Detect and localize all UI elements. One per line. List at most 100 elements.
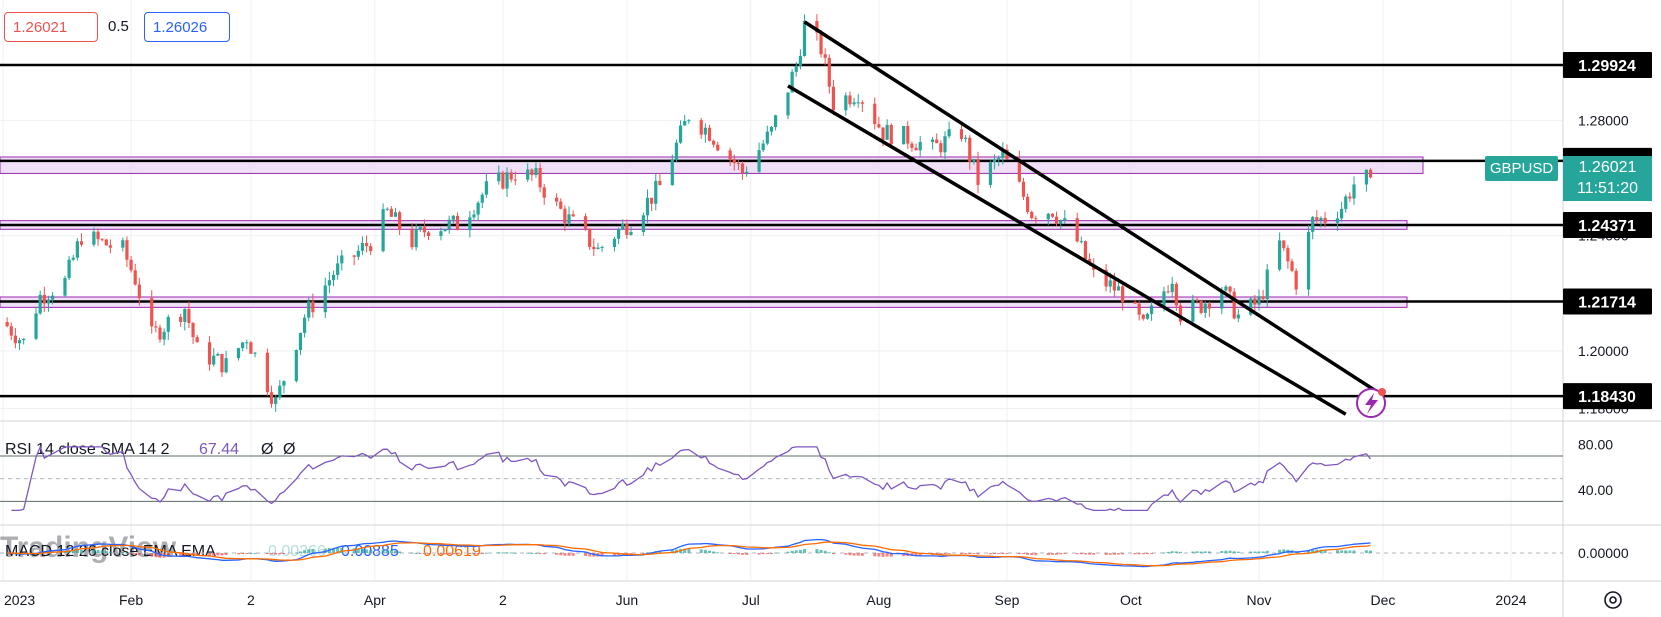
macd-histogram-bar bbox=[625, 553, 629, 555]
macd-histogram-bar bbox=[823, 550, 827, 553]
candle-body bbox=[972, 158, 976, 162]
macd-signal-line bbox=[7, 541, 1371, 567]
candle-body bbox=[249, 342, 253, 354]
macd-histogram-bar bbox=[121, 552, 125, 554]
candle-body bbox=[844, 95, 848, 111]
candle-body bbox=[414, 228, 418, 248]
sell-price-box[interactable]: 1.26021 bbox=[4, 12, 98, 42]
candle-body bbox=[38, 294, 42, 314]
macd-histogram-bar bbox=[856, 553, 860, 556]
settings-gear-icon[interactable] bbox=[1604, 591, 1622, 609]
price-axis[interactable]: 1.280001.240001.200001.180001.299241.265… bbox=[1563, 51, 1652, 561]
candle-body bbox=[703, 127, 707, 135]
candle-body bbox=[827, 57, 831, 87]
price-candles bbox=[5, 14, 1373, 412]
candle-body bbox=[794, 65, 798, 72]
candle-body bbox=[1166, 291, 1170, 293]
macd-histogram-bar bbox=[323, 548, 327, 553]
candle-body bbox=[699, 120, 703, 135]
macd-histogram-bar bbox=[1059, 553, 1063, 555]
macd-histogram-bar bbox=[484, 552, 488, 554]
macd-histogram-bar bbox=[964, 553, 968, 554]
candle-body bbox=[1306, 231, 1311, 290]
candle-body bbox=[241, 342, 245, 349]
candle-body bbox=[588, 228, 592, 247]
candle-body bbox=[992, 159, 997, 163]
channel-trendline[interactable] bbox=[787, 84, 1347, 416]
buy-price-box[interactable]: 1.26026 bbox=[144, 12, 230, 42]
time-tick-label: Aug bbox=[866, 592, 891, 608]
macd-histogram-bar bbox=[765, 553, 769, 554]
candle-body bbox=[497, 172, 501, 182]
macd-histogram-bar bbox=[472, 553, 476, 554]
candle-body bbox=[1311, 217, 1315, 232]
candle-body bbox=[1265, 269, 1269, 300]
candle-body bbox=[654, 180, 658, 204]
macd-histogram-bar bbox=[133, 553, 137, 555]
candle-body bbox=[534, 168, 538, 176]
candle-body bbox=[802, 21, 807, 56]
candle-body bbox=[92, 231, 96, 245]
candle-body bbox=[34, 313, 38, 339]
macd-histogram-bar bbox=[150, 553, 154, 557]
candle-body bbox=[207, 342, 212, 365]
candle-body bbox=[108, 245, 113, 248]
candle-body bbox=[468, 217, 472, 231]
candle-body bbox=[356, 250, 360, 257]
candle-body bbox=[71, 257, 75, 260]
candle-body bbox=[1026, 196, 1030, 212]
candle-body bbox=[1174, 283, 1178, 306]
candle-body bbox=[278, 385, 282, 398]
macd-histogram-bar bbox=[761, 553, 765, 555]
macd-histogram-bar bbox=[480, 553, 484, 554]
macd-histogram-bar bbox=[1030, 553, 1034, 556]
candle-body bbox=[191, 323, 195, 338]
macd-histogram-bar bbox=[741, 553, 745, 555]
macd-histogram-bar bbox=[224, 553, 228, 555]
time-axis[interactable]: 2023 Feb 2 Apr 2 Jun Jul Aug Sep Oct Nov Dec 2024 bbox=[4, 592, 1527, 608]
macd-histogram-bar bbox=[563, 553, 567, 556]
candle-body bbox=[1195, 299, 1199, 301]
level-price-label: 1.29924 bbox=[1578, 58, 1636, 75]
candle-body bbox=[935, 139, 939, 144]
macd-histogram-bar bbox=[71, 550, 75, 553]
macd-histogram-bar bbox=[1079, 553, 1083, 555]
macd-histogram-bar bbox=[1083, 553, 1087, 555]
macd-histogram-bar bbox=[683, 548, 687, 553]
macd-histogram-bar bbox=[369, 550, 373, 553]
candle-body bbox=[621, 223, 625, 230]
macd-histogram-bar bbox=[1352, 550, 1356, 553]
price-tick-label: 1.28000 bbox=[1578, 112, 1629, 128]
candle-body bbox=[1145, 313, 1150, 319]
channel-trendline[interactable] bbox=[803, 20, 1384, 397]
macd-histogram-bar bbox=[75, 549, 79, 553]
candle-body bbox=[451, 215, 455, 220]
descending-channel[interactable] bbox=[787, 20, 1384, 416]
candle-body bbox=[1116, 286, 1121, 291]
macd-histogram-bar bbox=[1121, 553, 1125, 555]
macd-histogram-bar bbox=[559, 553, 563, 556]
macd-histogram-bar bbox=[1088, 553, 1092, 555]
macd-histogram-bar bbox=[852, 553, 856, 556]
level-price-tag bbox=[1563, 383, 1652, 410]
macd-histogram-bar bbox=[389, 550, 393, 553]
macd-histogram-bar bbox=[294, 552, 298, 554]
macd-histogram-bar bbox=[265, 553, 269, 554]
macd-histogram-bar bbox=[245, 553, 249, 554]
macd-histogram-bar bbox=[670, 550, 674, 553]
candle-body bbox=[1290, 261, 1294, 271]
macd-histogram-bar bbox=[311, 549, 315, 553]
alert-flash-icon[interactable] bbox=[1356, 388, 1386, 418]
macd-histogram-bar bbox=[877, 553, 881, 557]
spread-text: 0.5 bbox=[108, 18, 129, 35]
current-price-tag[interactable]: 1.26021 11:51:20 bbox=[1563, 156, 1652, 201]
candle-body bbox=[212, 355, 216, 365]
macd-histogram-bar bbox=[1021, 553, 1025, 555]
candle-body bbox=[63, 278, 67, 296]
macd-histogram-bar bbox=[108, 551, 112, 553]
macd-histogram-bar bbox=[1282, 549, 1286, 553]
candle-body bbox=[67, 259, 71, 279]
macd-histogram-bar bbox=[352, 548, 356, 553]
candle-body bbox=[137, 284, 141, 299]
